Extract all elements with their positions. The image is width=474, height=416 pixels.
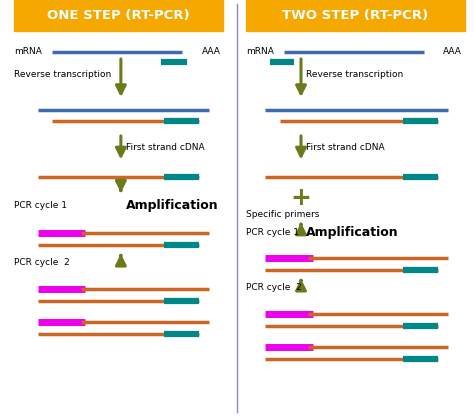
Text: PCR cycle  2: PCR cycle 2 — [246, 282, 302, 292]
Text: Amplification: Amplification — [306, 226, 398, 240]
Text: ONE STEP (RT-PCR): ONE STEP (RT-PCR) — [47, 9, 190, 22]
Text: mRNA: mRNA — [246, 47, 274, 57]
Text: PCR cycle 1: PCR cycle 1 — [14, 201, 67, 210]
Text: AAA: AAA — [201, 47, 220, 57]
Bar — [246, 0, 465, 31]
Text: mRNA: mRNA — [14, 47, 42, 57]
Text: Reverse transcription: Reverse transcription — [14, 70, 111, 79]
Text: +: + — [291, 186, 311, 210]
Text: First strand cDNA: First strand cDNA — [306, 143, 384, 152]
Text: Amplification: Amplification — [126, 199, 218, 213]
Bar — [14, 0, 223, 31]
Text: PCR cycle  2: PCR cycle 2 — [14, 258, 70, 267]
Text: PCR cycle 1: PCR cycle 1 — [246, 228, 300, 238]
Text: Specific primers: Specific primers — [246, 210, 320, 219]
Text: Reverse transcription: Reverse transcription — [306, 70, 403, 79]
Text: TWO STEP (RT-PCR): TWO STEP (RT-PCR) — [283, 9, 428, 22]
Text: AAA: AAA — [443, 47, 462, 57]
Text: First strand cDNA: First strand cDNA — [126, 143, 204, 152]
